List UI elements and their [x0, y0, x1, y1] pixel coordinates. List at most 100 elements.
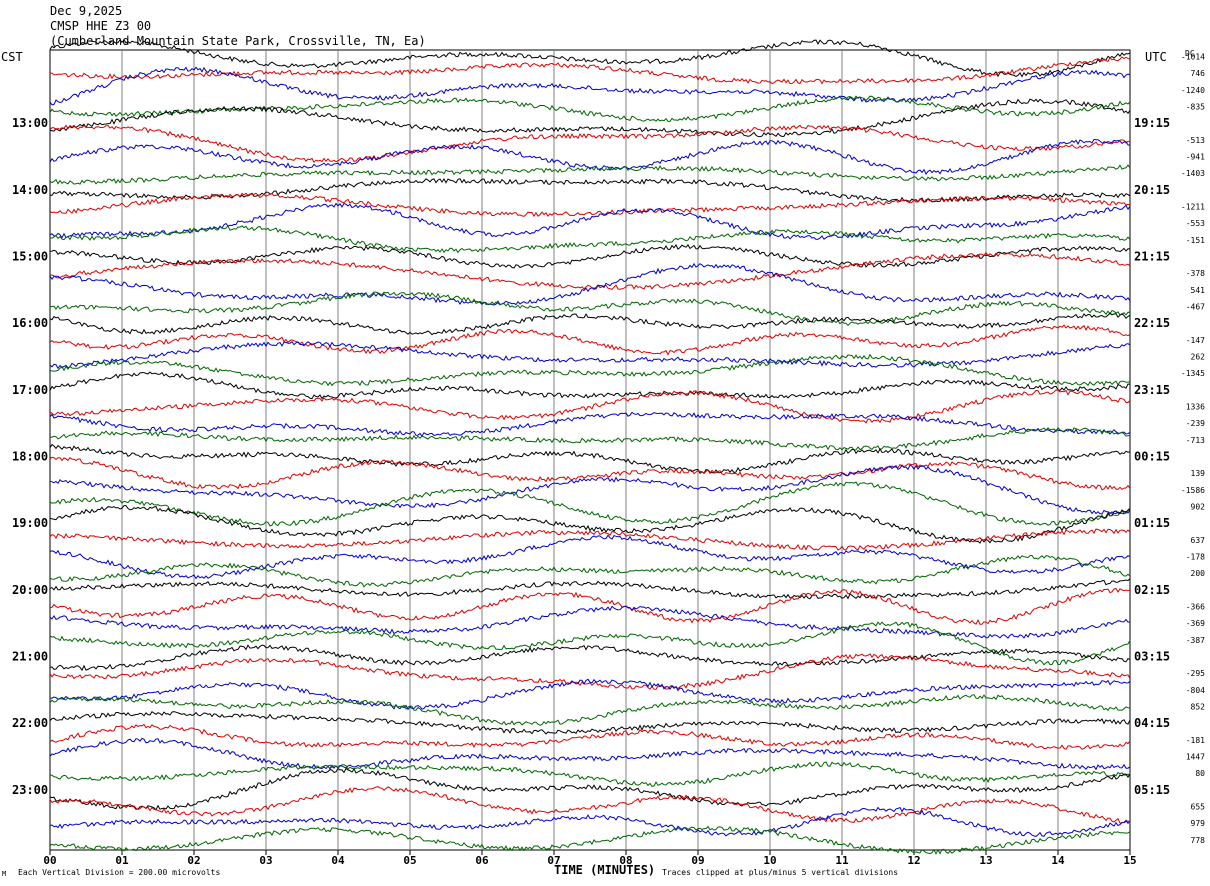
dc-offset-label: 778 — [1191, 836, 1206, 845]
corner-mark: M — [2, 870, 7, 878]
seismic-trace — [49, 371, 1131, 400]
dc-offset-label: -513 — [1186, 136, 1205, 145]
right-hour-label: 05:15 — [1134, 783, 1170, 797]
dc-offset-label: -178 — [1186, 553, 1205, 562]
left-hour-label: 13:00 — [12, 116, 48, 130]
left-hour-label: 23:00 — [12, 783, 48, 797]
seismic-trace — [49, 534, 1131, 580]
dc-offset-label: -553 — [1186, 219, 1205, 228]
seismic-trace — [49, 621, 1131, 666]
seismic-trace — [49, 164, 1131, 185]
header-date: Dec 9,2025 — [50, 4, 123, 18]
dc-offset-label: 637 — [1191, 536, 1206, 545]
seismic-trace — [49, 262, 1131, 306]
seismic-trace — [49, 464, 1131, 515]
seismic-trace — [49, 806, 1131, 837]
x-tick-label: 03 — [259, 854, 272, 867]
x-tick-label: 10 — [763, 854, 776, 867]
right-hour-label: 21:15 — [1134, 250, 1170, 264]
dc-offset-label: 655 — [1191, 803, 1206, 812]
right-hour-label: 00:15 — [1134, 450, 1170, 464]
right-hour-label: 22:15 — [1134, 316, 1170, 330]
left-hour-label: 15:00 — [12, 250, 48, 264]
seismic-trace — [49, 389, 1131, 424]
dc-offset-label: 1447 — [1186, 753, 1205, 762]
seismic-trace — [49, 825, 1131, 855]
seismic-trace — [49, 761, 1131, 787]
dc-offset-label: -1014 — [1181, 53, 1205, 62]
right-hour-label: 02:15 — [1134, 583, 1170, 597]
seismic-trace — [49, 66, 1131, 106]
scale-note: Each Vertical Division = 200.00 microvol… — [18, 868, 221, 877]
dc-offset-label: 1336 — [1186, 403, 1205, 412]
dc-offset-label: -804 — [1186, 686, 1205, 695]
seismic-trace — [49, 291, 1131, 327]
x-tick-label: 02 — [187, 854, 200, 867]
dc-offset-label: -1345 — [1181, 369, 1205, 378]
seismic-trace — [49, 202, 1131, 240]
dc-offset-label: -1211 — [1181, 203, 1205, 212]
seismic-trace — [49, 138, 1131, 175]
seismic-trace — [49, 225, 1131, 254]
seismic-trace — [49, 710, 1131, 735]
dc-offset-label: -1403 — [1181, 169, 1205, 178]
seismic-trace — [49, 653, 1131, 690]
dc-offset-label: -941 — [1186, 153, 1205, 162]
header-location: (Cumberland Mountain State Park, Crossvi… — [50, 34, 426, 48]
seismic-trace — [49, 694, 1131, 726]
seismic-trace — [49, 178, 1131, 203]
left-hour-label: 21:00 — [12, 650, 48, 664]
dc-offset-label: 80 — [1195, 769, 1205, 778]
dc-offset-label: 852 — [1191, 703, 1206, 712]
clip-note: Traces clipped at plus/minus 5 vertical … — [662, 868, 899, 877]
seismic-trace — [49, 723, 1131, 750]
seismic-trace — [49, 737, 1131, 771]
dc-offset-label: -181 — [1186, 736, 1205, 745]
dc-offset-label: -369 — [1186, 619, 1205, 628]
seismic-trace — [49, 605, 1131, 639]
seismic-trace — [49, 587, 1131, 625]
x-tick-label: 07 — [547, 854, 560, 867]
x-tick-label: 15 — [1123, 854, 1136, 867]
seismic-trace — [49, 426, 1131, 451]
dc-offset-label: -295 — [1186, 669, 1205, 678]
dc-offset-label: 979 — [1191, 819, 1206, 828]
right-timezone-label: UTC — [1145, 50, 1167, 64]
seismic-trace — [49, 39, 1131, 78]
seismic-trace — [49, 411, 1131, 437]
left-hour-label: 18:00 — [12, 450, 48, 464]
dc-offset-label: -378 — [1186, 269, 1205, 278]
left-timezone-label: CST — [1, 50, 23, 64]
x-tick-label: 13 — [979, 854, 992, 867]
seismic-trace — [50, 678, 1131, 711]
seismic-trace — [49, 244, 1131, 269]
seismic-trace — [49, 786, 1131, 824]
header-station: CMSP HHE Z3 00 — [50, 19, 152, 33]
dc-offset-label: -147 — [1186, 336, 1205, 345]
dc-offset-label: 746 — [1191, 69, 1206, 78]
seismic-trace — [49, 554, 1131, 588]
plot-frame — [49, 49, 1131, 851]
left-hour-label: 17:00 — [12, 383, 48, 397]
left-hour-label: 19:00 — [12, 516, 48, 530]
x-tick-label: 04 — [331, 854, 345, 867]
dc-offset-label: -835 — [1186, 103, 1205, 112]
seismic-trace — [49, 767, 1131, 811]
right-hour-label: 23:15 — [1134, 383, 1170, 397]
left-hour-label: 16:00 — [12, 316, 48, 330]
seismic-trace — [49, 481, 1131, 527]
x-axis-label: TIME (MINUTES) — [554, 863, 656, 877]
seismic-trace — [49, 644, 1131, 672]
x-tick-label: 09 — [691, 854, 704, 867]
seismic-trace — [49, 95, 1131, 123]
x-tick-label: 00 — [43, 854, 56, 867]
x-tick-label: 08 — [619, 854, 632, 867]
seismic-trace — [49, 505, 1131, 544]
x-tick-label: 12 — [907, 854, 920, 867]
seismic-trace — [49, 578, 1131, 600]
seismic-trace — [49, 528, 1131, 551]
left-hour-label: 22:00 — [12, 716, 48, 730]
right-hour-label: 20:15 — [1134, 183, 1170, 197]
x-tick-label: 06 — [475, 854, 489, 867]
